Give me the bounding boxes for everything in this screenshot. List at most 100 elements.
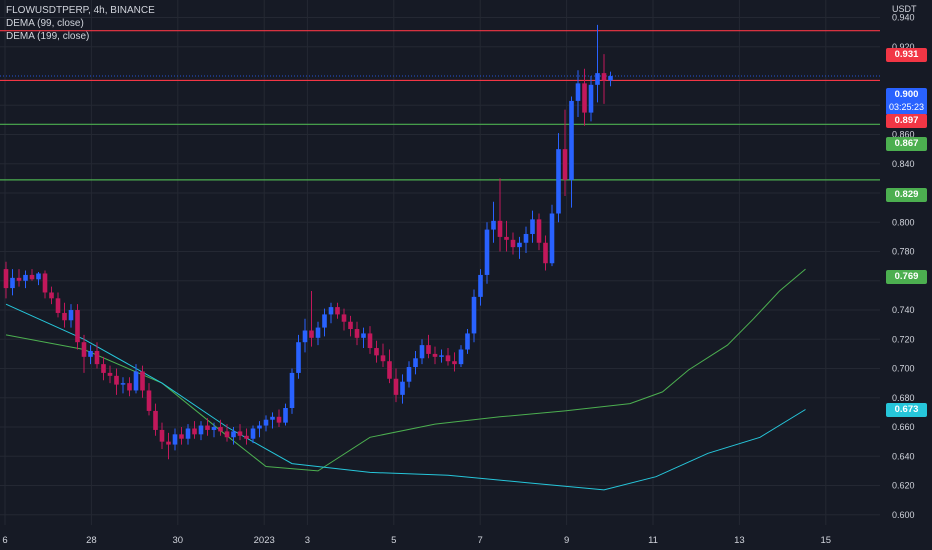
candle-body bbox=[465, 333, 470, 350]
y-tick-label: 0.740 bbox=[892, 305, 915, 315]
candle-body bbox=[348, 321, 353, 330]
y-tick-label: 0.720 bbox=[892, 334, 915, 344]
resistance-2-tag: 0.897 bbox=[886, 114, 927, 128]
candle-body bbox=[237, 431, 243, 436]
candle-body bbox=[569, 100, 574, 180]
candle-body bbox=[439, 355, 444, 357]
candle-body bbox=[562, 149, 568, 180]
dema-199-value-tag: 0.673 bbox=[886, 403, 927, 417]
candle-body bbox=[426, 345, 431, 354]
candle-body bbox=[159, 429, 165, 442]
candle-body bbox=[68, 310, 74, 321]
y-tick-label: 0.800 bbox=[892, 217, 915, 227]
candle-body bbox=[10, 277, 15, 289]
x-tick-label: 3 bbox=[305, 535, 310, 546]
chart-legend: FLOWUSDTPERP, 4h, BINANCE DEMA (99, clos… bbox=[6, 4, 155, 43]
y-tick-label: 0.660 bbox=[892, 422, 915, 432]
current-price-tag: 0.900 03:25:23 bbox=[886, 88, 927, 115]
candle-body bbox=[263, 419, 269, 426]
candles bbox=[3, 24, 613, 460]
candle-body bbox=[413, 358, 418, 368]
candle-body bbox=[400, 381, 405, 395]
support-1-tag: 0.867 bbox=[886, 137, 927, 151]
y-tick-label: 0.640 bbox=[892, 451, 915, 461]
candle-body bbox=[94, 350, 100, 365]
x-tick-label: 6 bbox=[2, 535, 7, 546]
candle-body bbox=[75, 310, 80, 343]
dema-99-line bbox=[5, 268, 806, 472]
candle-body bbox=[419, 345, 425, 359]
candle-body bbox=[367, 333, 373, 349]
x-tick-label: 5 bbox=[391, 535, 396, 546]
candle-body bbox=[224, 431, 230, 438]
dema-199-line bbox=[5, 303, 806, 491]
x-axis-labels: 6 28 30 2023 3 5 7 9 11 13 15 bbox=[2, 535, 831, 546]
candle-body bbox=[523, 233, 529, 243]
candle-body bbox=[185, 428, 191, 439]
candle-body bbox=[484, 229, 490, 275]
candle-body bbox=[179, 434, 184, 439]
candle-body bbox=[133, 371, 139, 391]
candle-body bbox=[302, 330, 308, 343]
candle-body bbox=[575, 83, 581, 101]
candle-body bbox=[595, 73, 600, 85]
candle-body bbox=[497, 220, 503, 237]
candle-body bbox=[127, 383, 132, 391]
candle-body bbox=[23, 274, 28, 281]
candle-body bbox=[608, 76, 613, 81]
candle-body bbox=[198, 425, 204, 435]
candle-body bbox=[140, 371, 145, 391]
x-tick-label: 11 bbox=[648, 535, 658, 546]
x-tick-label: 15 bbox=[821, 535, 832, 546]
y-tick-label: 0.680 bbox=[892, 393, 915, 403]
resistance-1-tag: 0.931 bbox=[886, 48, 927, 62]
candle-body bbox=[29, 274, 35, 280]
candle-body bbox=[166, 441, 171, 445]
candle-body bbox=[231, 431, 236, 438]
candle-body bbox=[120, 383, 126, 385]
candle-body bbox=[549, 213, 555, 264]
current-price-value: 0.900 bbox=[894, 89, 919, 100]
candle-body bbox=[192, 428, 197, 435]
candle-body bbox=[530, 219, 535, 234]
candle-body bbox=[582, 83, 587, 113]
candle-body bbox=[62, 312, 67, 321]
candle-body bbox=[335, 307, 340, 315]
x-tick-label: 13 bbox=[734, 535, 745, 546]
candle-body bbox=[244, 435, 249, 439]
candle-body bbox=[452, 361, 457, 365]
candle-body bbox=[432, 353, 438, 357]
candle-body bbox=[114, 375, 119, 385]
candle-body bbox=[374, 348, 379, 356]
dema-99-legend[interactable]: DEMA (99, close) bbox=[6, 18, 84, 29]
candle-body bbox=[556, 149, 561, 214]
candle-body bbox=[328, 307, 334, 315]
x-tick-label: 30 bbox=[173, 535, 184, 546]
candle-body bbox=[36, 273, 41, 280]
candle-body bbox=[380, 355, 386, 362]
candle-body bbox=[270, 416, 275, 420]
candle-body bbox=[211, 427, 217, 430]
candle-body bbox=[146, 390, 152, 411]
candle-body bbox=[205, 425, 210, 430]
candle-body bbox=[478, 274, 483, 297]
currency-label[interactable]: USDT bbox=[892, 4, 917, 14]
candle-body bbox=[354, 329, 360, 338]
y-tick-label: 0.940 bbox=[892, 13, 915, 23]
candle-body bbox=[16, 277, 22, 281]
candle-body bbox=[517, 242, 522, 248]
dema-199-legend[interactable]: DEMA (199, close) bbox=[6, 31, 90, 42]
symbol-title[interactable]: FLOWUSDTPERP, 4h, BINANCE bbox=[6, 5, 155, 16]
candle-body bbox=[309, 330, 314, 338]
candle-body bbox=[588, 84, 594, 113]
support-2-tag: 0.829 bbox=[886, 188, 927, 202]
candle-body bbox=[601, 73, 607, 81]
candle-body bbox=[393, 378, 399, 395]
candle-body bbox=[218, 427, 223, 432]
y-tick-label: 0.700 bbox=[892, 364, 915, 374]
candle-body bbox=[536, 219, 542, 243]
candle-body bbox=[387, 361, 392, 379]
candle-body bbox=[49, 292, 54, 299]
